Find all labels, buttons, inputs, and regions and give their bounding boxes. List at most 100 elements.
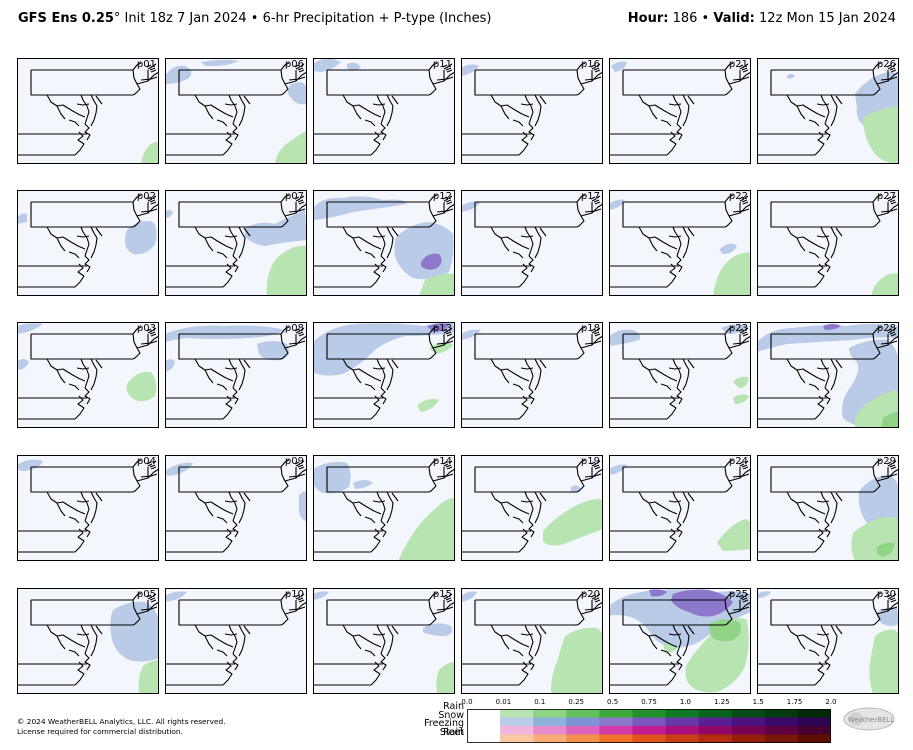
panel-frame bbox=[17, 58, 159, 164]
precip-area bbox=[138, 660, 159, 694]
panel-frame bbox=[757, 588, 899, 694]
panel-frame bbox=[17, 322, 159, 428]
legend-tick: 0.25 bbox=[568, 698, 584, 706]
legend-swatch bbox=[599, 734, 633, 743]
ensemble-member-panel: p08 bbox=[165, 322, 307, 428]
precip-area bbox=[125, 221, 157, 255]
precip-area bbox=[126, 371, 157, 402]
member-map bbox=[165, 322, 307, 428]
member-map bbox=[461, 58, 603, 164]
precip-area bbox=[733, 376, 749, 388]
legend-frame bbox=[467, 709, 831, 743]
state-borders bbox=[757, 194, 899, 288]
member-label: p12 bbox=[432, 191, 452, 202]
state-borders bbox=[165, 326, 307, 420]
state-borders bbox=[313, 592, 455, 686]
member-map bbox=[17, 58, 159, 164]
ensemble-member-panel: p30 bbox=[757, 588, 899, 694]
hour-value: 186 bbox=[668, 11, 698, 26]
legend-swatch bbox=[665, 709, 700, 718]
legend-tick: 0.01 bbox=[495, 698, 512, 706]
precip-area bbox=[17, 459, 43, 471]
legend-swatch bbox=[731, 734, 766, 743]
member-label: p28 bbox=[876, 323, 896, 334]
ensemble-member-panel: p13 bbox=[313, 322, 455, 428]
member-label: p29 bbox=[876, 456, 896, 467]
member-label: p19 bbox=[580, 456, 600, 467]
legend-swatch bbox=[500, 717, 534, 726]
member-map bbox=[17, 322, 159, 428]
legend-tick: 0.5 bbox=[607, 698, 619, 706]
panel-frame bbox=[313, 455, 455, 561]
member-map bbox=[17, 455, 159, 561]
precip-area bbox=[713, 252, 751, 296]
valid-time: 12z Mon 15 Jan 2024 bbox=[754, 11, 896, 26]
panel-frame bbox=[609, 588, 751, 694]
state-borders bbox=[165, 194, 307, 288]
ensemble-member-panel: p14 bbox=[313, 455, 455, 561]
precip-area bbox=[858, 475, 899, 528]
member-map bbox=[313, 58, 455, 164]
precip-area bbox=[721, 324, 749, 334]
state-borders bbox=[17, 194, 159, 288]
member-map bbox=[609, 455, 751, 561]
weatherbell-logo: WeatherBELL bbox=[843, 707, 895, 731]
panel-frame bbox=[313, 588, 455, 694]
precip-area bbox=[543, 499, 603, 546]
legend-swatch bbox=[698, 709, 733, 718]
ensemble-member-panel: p03 bbox=[17, 322, 159, 428]
product-name: 6-hr Precipitation + P-type (Inches) bbox=[262, 11, 492, 26]
member-map bbox=[757, 322, 899, 428]
member-label: p04 bbox=[136, 456, 156, 467]
state-borders bbox=[609, 459, 751, 553]
precip-area bbox=[417, 398, 439, 412]
panel-frame bbox=[757, 190, 899, 296]
panel-frame bbox=[17, 190, 159, 296]
member-label: p01 bbox=[136, 59, 156, 70]
legend-tick: 1.75 bbox=[786, 698, 803, 706]
member-label: p27 bbox=[876, 191, 896, 202]
legend-swatch bbox=[566, 726, 600, 735]
member-map bbox=[165, 455, 307, 561]
member-label: p21 bbox=[728, 59, 748, 70]
precip-area bbox=[347, 62, 361, 70]
ensemble-member-panel: p11 bbox=[313, 58, 455, 164]
precip-area bbox=[266, 245, 307, 296]
precip-area bbox=[421, 253, 442, 270]
member-map bbox=[609, 588, 751, 694]
ensemble-member-panel: p23 bbox=[609, 322, 751, 428]
ensemble-member-panel: p12 bbox=[313, 190, 455, 296]
ensemble-member-panel: p19 bbox=[461, 455, 603, 561]
precip-area bbox=[423, 623, 453, 636]
member-label: p14 bbox=[432, 456, 452, 467]
panel-frame bbox=[757, 58, 899, 164]
state-borders bbox=[17, 592, 159, 686]
legend-swatch bbox=[764, 734, 799, 743]
member-map bbox=[609, 190, 751, 296]
precip-area bbox=[869, 629, 899, 694]
precip-area bbox=[551, 627, 603, 694]
member-label: p26 bbox=[876, 59, 896, 70]
precip-area bbox=[871, 273, 899, 296]
member-label: p03 bbox=[136, 323, 156, 334]
ensemble-member-panel: p15 bbox=[313, 588, 455, 694]
precip-area bbox=[165, 210, 173, 218]
member-label: p30 bbox=[876, 589, 896, 600]
panel-frame bbox=[165, 190, 307, 296]
legend-swatch bbox=[632, 709, 667, 718]
member-label: p20 bbox=[580, 589, 600, 600]
member-label: p23 bbox=[728, 323, 748, 334]
ensemble-member-panel: p02 bbox=[17, 190, 159, 296]
member-label: p11 bbox=[432, 59, 452, 70]
precip-area bbox=[611, 61, 627, 72]
member-map bbox=[757, 190, 899, 296]
precip-area bbox=[787, 74, 795, 79]
state-borders bbox=[757, 592, 899, 686]
ensemble-member-panel: p17 bbox=[461, 190, 603, 296]
ensemble-member-panel: p01 bbox=[17, 58, 159, 164]
legend-tick: 0.0 bbox=[461, 698, 473, 706]
precip-area bbox=[110, 601, 159, 662]
state-borders bbox=[461, 459, 603, 553]
legend-swatch bbox=[599, 726, 633, 735]
state-borders bbox=[609, 62, 751, 156]
